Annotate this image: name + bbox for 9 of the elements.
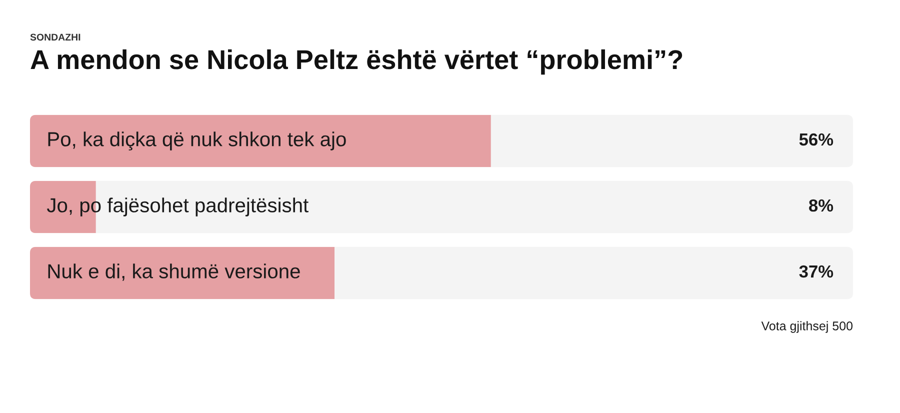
text: Vota gjithsej 500 — [761, 321, 853, 333]
y-tick-label: Po, ka diçka që nuk shkon tek ajo — [48, 132, 346, 150]
y-tick-label: Nuk e di, ka shumë versione — [48, 264, 300, 281]
data-label: 56% — [799, 133, 834, 146]
data-label: 37% — [799, 265, 834, 278]
data-label: 8% — [809, 199, 834, 212]
chart-title: A mendon se Nicola Peltz është vërtet “problemi”? — [30, 49, 682, 75]
y-tick-label: Jo, po fajësohet padrejtësisht — [46, 198, 308, 216]
chart-subtitle: SONDAZHI — [30, 34, 80, 41]
